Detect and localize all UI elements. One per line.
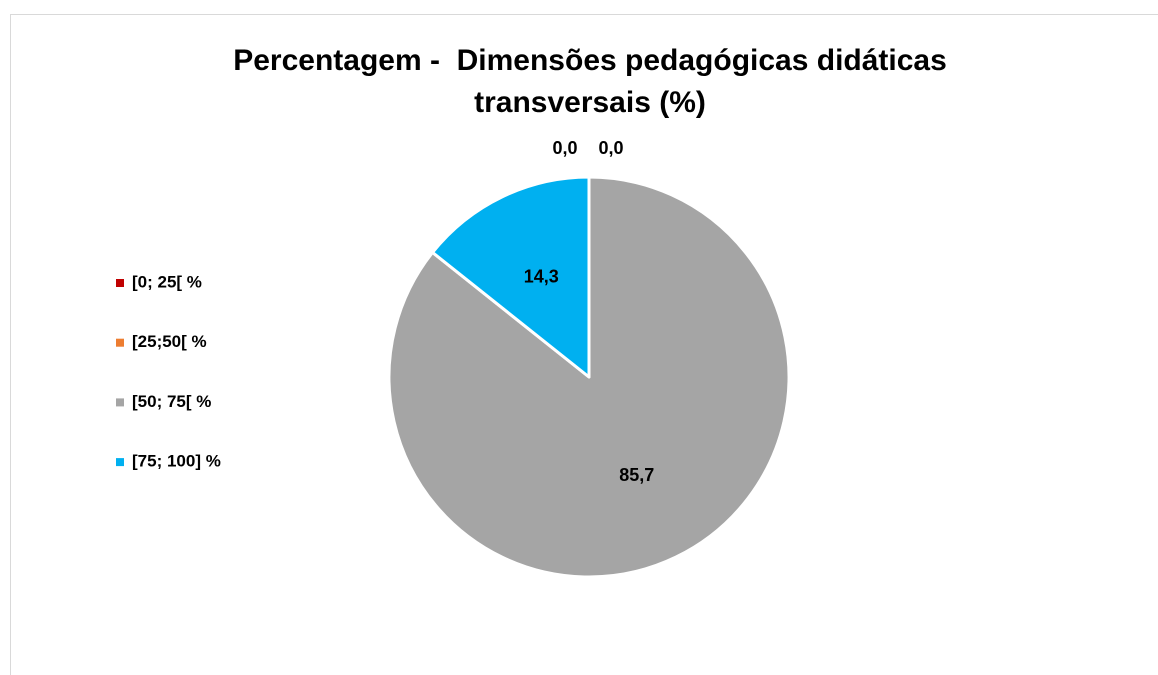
legend-label: [75; 100] % xyxy=(132,452,221,471)
chart-title: Percentagem - Dimensões pedagógicas didá… xyxy=(233,44,956,119)
legend-label: [50; 75[ % xyxy=(132,392,211,411)
legend-swatch xyxy=(116,279,124,287)
legend-swatch xyxy=(116,338,124,347)
data-label: 85,7 xyxy=(619,465,654,485)
pie-slice xyxy=(431,175,591,379)
chart-frame xyxy=(10,14,1158,675)
data-label: 14,3 xyxy=(524,267,559,287)
data-label: 0,0 xyxy=(598,138,623,158)
legend-swatch xyxy=(116,398,124,407)
legend-label: [25;50[ % xyxy=(132,332,207,351)
legend-swatch xyxy=(116,458,124,467)
data-label: 0,0 xyxy=(552,138,577,158)
legend-label: [0; 25[ % xyxy=(132,272,202,291)
